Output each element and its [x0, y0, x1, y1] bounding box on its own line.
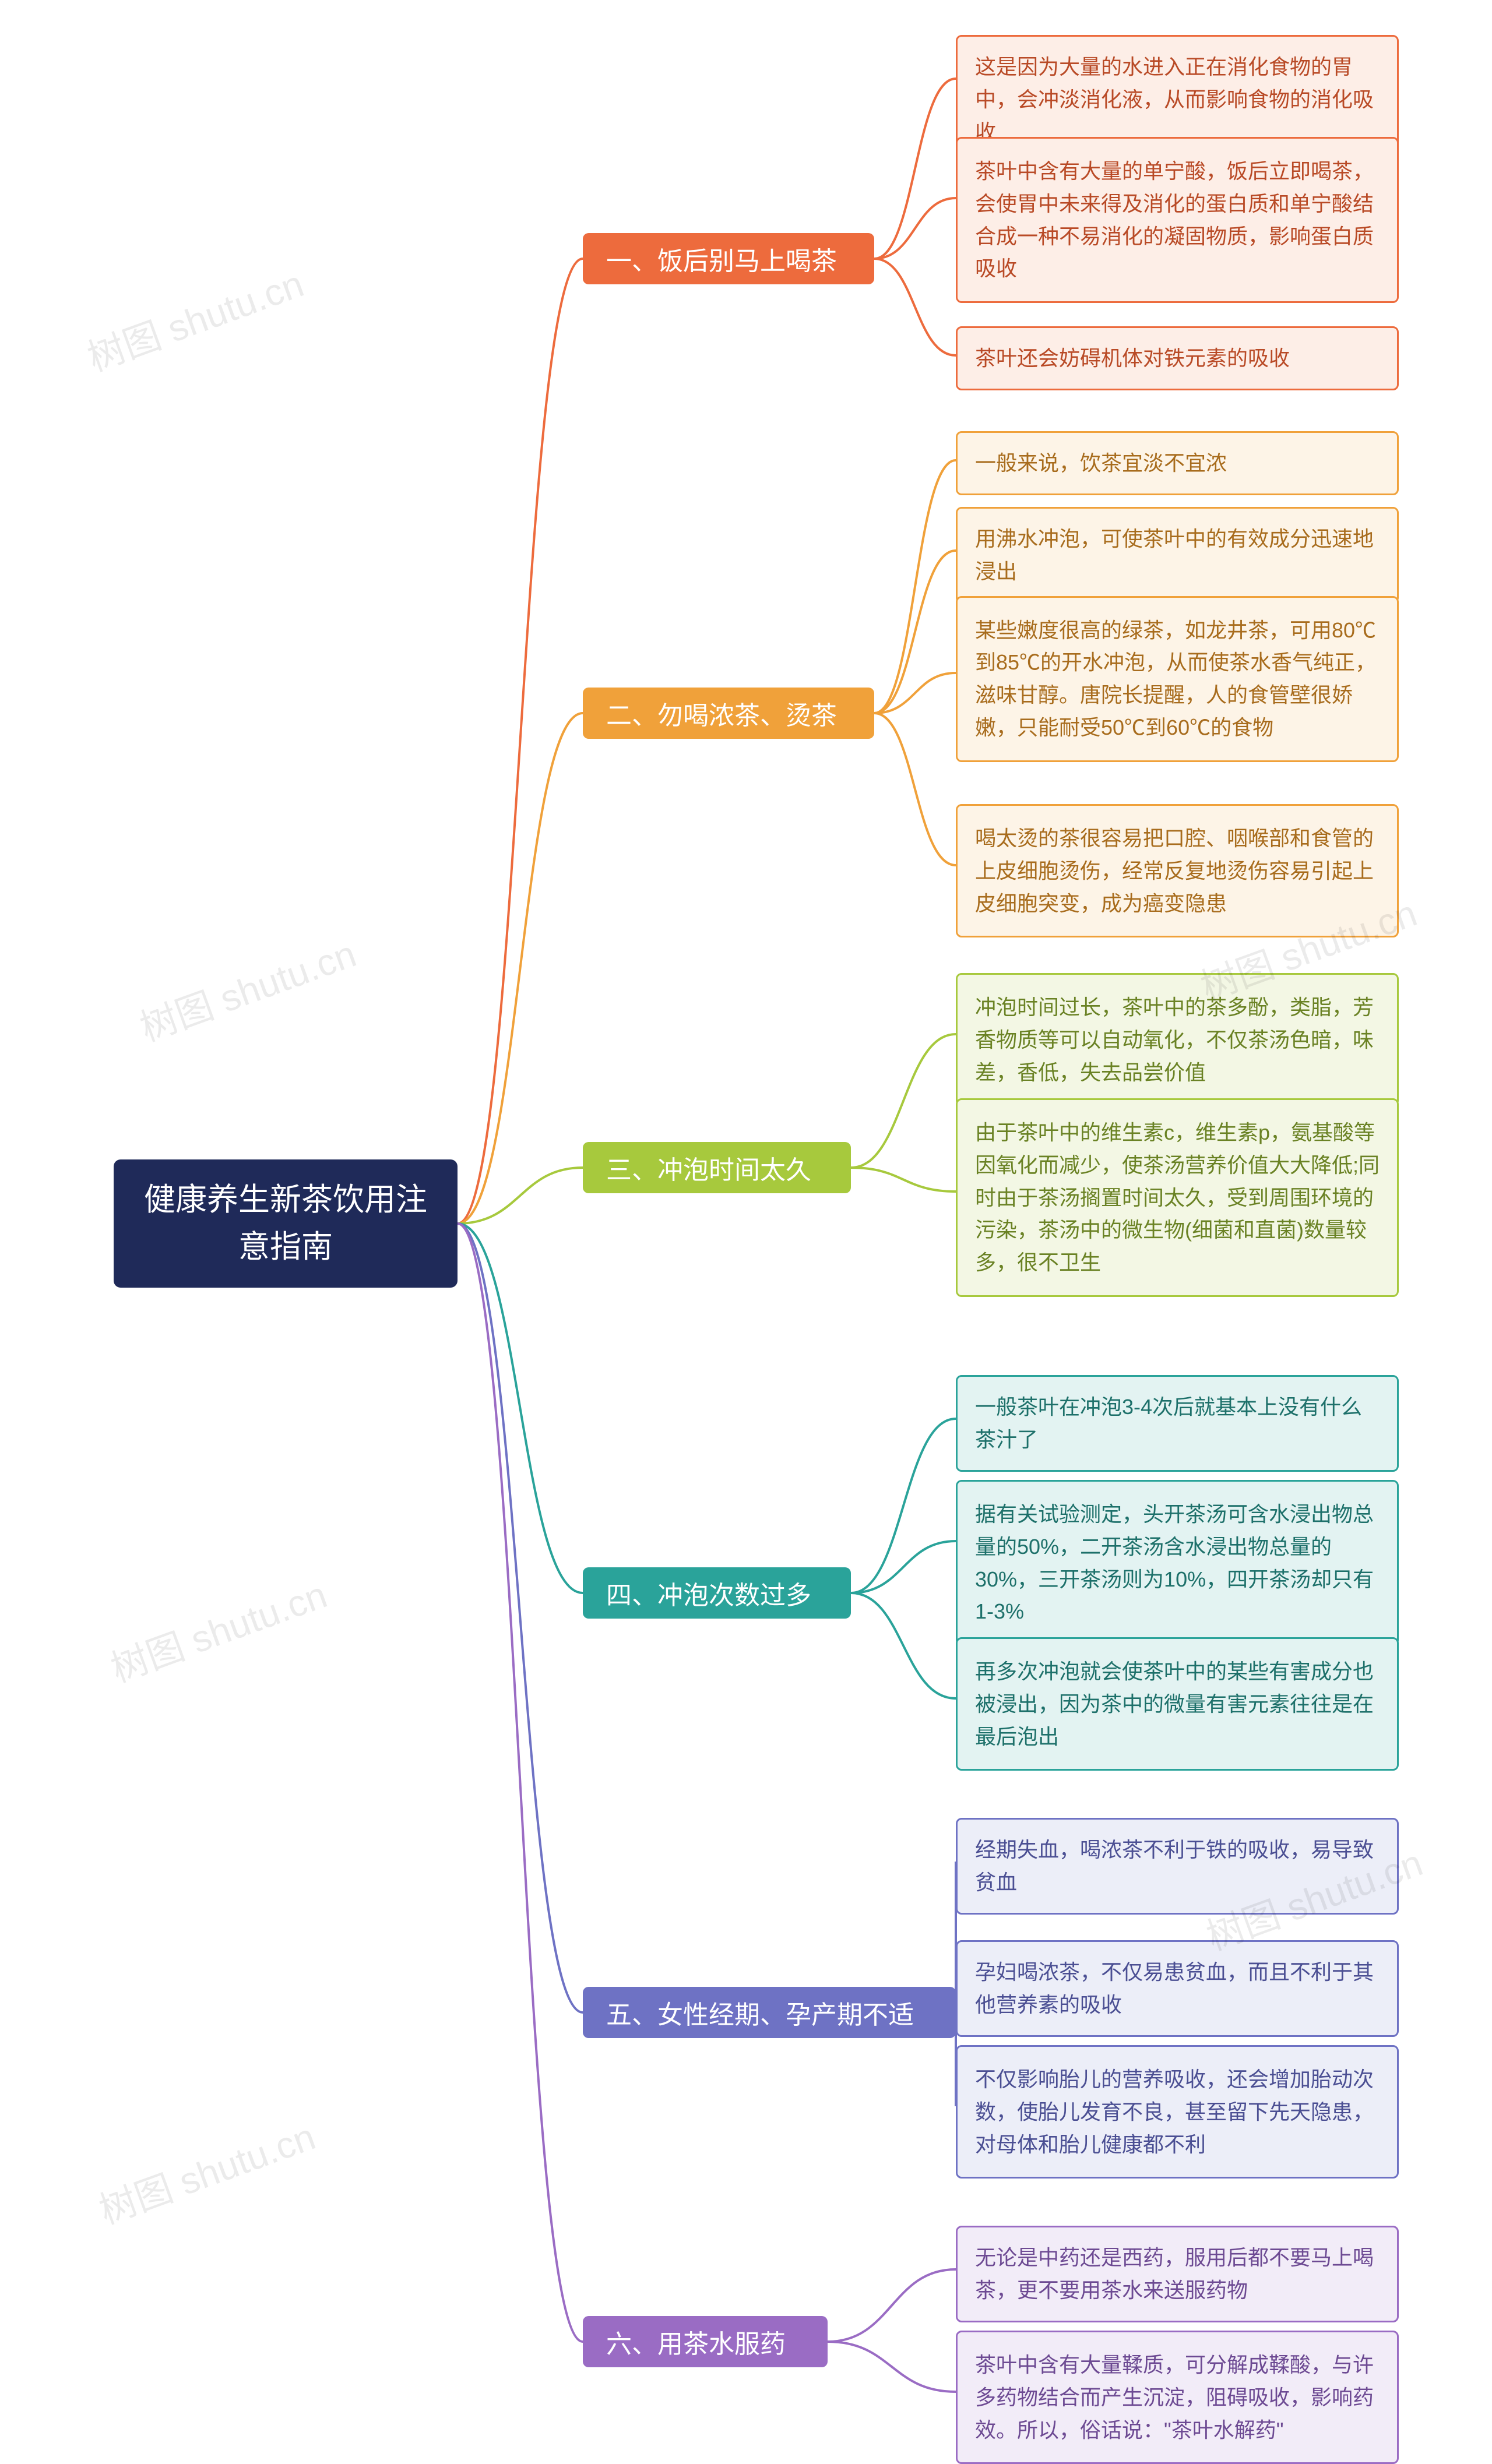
leaf-node: 用沸水冲泡，可使茶叶中的有效成分迅速地浸出 [956, 507, 1399, 604]
leaf-node: 茶叶中含有大量鞣质，可分解成鞣酸，与许多药物结合而产生沉淀，阻碍吸收，影响药效。… [956, 2331, 1399, 2464]
leaf-node: 一般来说，饮茶宜淡不宜浓 [956, 431, 1399, 495]
leaf-text: 据有关试验测定，头开茶汤可含水浸出物总量的50%，二开茶汤含水浸出物总量的30%… [975, 1502, 1374, 1623]
leaf-text: 一般茶叶在冲泡3-4次后就基本上没有什么茶汁了 [975, 1395, 1362, 1451]
branch-node-b1: 一、饭后别马上喝茶 [583, 233, 874, 284]
leaf-node: 不仅影响胎儿的营养吸收，还会增加胎动次数，使胎儿发育不良，甚至留下先天隐患，对母… [956, 2045, 1399, 2179]
leaf-node: 一般茶叶在冲泡3-4次后就基本上没有什么茶汁了 [956, 1375, 1399, 1472]
branch-label: 二、勿喝浓茶、烫茶 [606, 695, 837, 732]
watermark: 树图 shutu.cn [79, 254, 310, 382]
root-label: 健康养生新茶饮用注意指南 [137, 1176, 434, 1271]
leaf-text: 无论是中药还是西药，服用后都不要马上喝茶，更不要用茶水来送服药物 [975, 2246, 1374, 2302]
leaf-node: 孕妇喝浓茶，不仅易患贫血，而且不利于其他营养素的吸收 [956, 1940, 1399, 2037]
leaf-text: 不仅影响胎儿的营养吸收，还会增加胎动次数，使胎儿发育不良，甚至留下先天隐患，对母… [975, 2067, 1374, 2156]
leaf-node: 据有关试验测定，头开茶汤可含水浸出物总量的50%，二开茶汤含水浸出物总量的30%… [956, 1480, 1399, 1646]
leaf-node: 无论是中药还是西药，服用后都不要马上喝茶，更不要用茶水来送服药物 [956, 2226, 1399, 2322]
leaf-text: 孕妇喝浓茶，不仅易患贫血，而且不利于其他营养素的吸收 [975, 1960, 1374, 2017]
leaf-text: 再多次冲泡就会使茶叶中的某些有害成分也被浸出，因为茶中的微量有害元素往往是在最后… [975, 1659, 1374, 1749]
leaf-text: 茶叶中含有大量的单宁酸，饭后立即喝茶，会使胃中未来得及消化的蛋白质和单宁酸结合成… [975, 159, 1374, 280]
leaf-text: 由于茶叶中的维生素c，维生素p，氨基酸等因氧化而减少，使茶汤营养价值大大降低;同… [975, 1120, 1380, 1274]
leaf-text: 一般来说，饮茶宜淡不宜浓 [975, 451, 1227, 475]
mindmap-root: 健康养生新茶饮用注意指南 [114, 1159, 458, 1288]
leaf-text: 茶叶中含有大量鞣质，可分解成鞣酸，与许多药物结合而产生沉淀，阻碍吸收，影响药效。… [975, 2353, 1374, 2442]
branch-node-b5: 五、女性经期、孕产期不适 [583, 1987, 956, 2038]
leaf-node: 茶叶中含有大量的单宁酸，饭后立即喝茶，会使胃中未来得及消化的蛋白质和单宁酸结合成… [956, 137, 1399, 303]
leaf-text: 某些嫩度很高的绿茶，如龙井茶，可用80℃到85℃的开水冲泡，从而使茶水香气纯正，… [975, 618, 1376, 739]
leaf-text: 喝太烫的茶很容易把口腔、咽喉部和食管的上皮细胞烫伤，经常反复地烫伤容易引起上皮细… [975, 826, 1374, 915]
branch-label: 五、女性经期、孕产期不适 [606, 1994, 914, 2031]
branch-label: 六、用茶水服药 [606, 2323, 786, 2360]
branch-node-b3: 三、冲泡时间太久 [583, 1142, 851, 1193]
leaf-node: 经期失血，喝浓茶不利于铁的吸收，易导致贫血 [956, 1818, 1399, 1915]
leaf-node: 某些嫩度很高的绿茶，如龙井茶，可用80℃到85℃的开水冲泡，从而使茶水香气纯正，… [956, 596, 1399, 762]
leaf-node: 由于茶叶中的维生素c，维生素p，氨基酸等因氧化而减少，使茶汤营养价值大大降低;同… [956, 1098, 1399, 1297]
watermark: 树图 shutu.cn [91, 2107, 322, 2234]
branch-node-b4: 四、冲泡次数过多 [583, 1567, 851, 1619]
watermark: 树图 shutu.cn [103, 1565, 333, 1693]
branch-label: 一、饭后别马上喝茶 [606, 240, 837, 277]
leaf-text: 茶叶还会妨碍机体对铁元素的吸收 [975, 346, 1290, 370]
branch-label: 四、冲泡次数过多 [606, 1574, 811, 1612]
branch-node-b2: 二、勿喝浓茶、烫茶 [583, 688, 874, 739]
branch-label: 三、冲泡时间太久 [606, 1149, 811, 1186]
branch-node-b6: 六、用茶水服药 [583, 2316, 828, 2367]
leaf-node: 喝太烫的茶很容易把口腔、咽喉部和食管的上皮细胞烫伤，经常反复地烫伤容易引起上皮细… [956, 804, 1399, 937]
leaf-node: 茶叶还会妨碍机体对铁元素的吸收 [956, 326, 1399, 390]
watermark: 树图 shutu.cn [132, 924, 363, 1052]
leaf-text: 用沸水冲泡，可使茶叶中的有效成分迅速地浸出 [975, 527, 1374, 583]
leaf-text: 经期失血，喝浓茶不利于铁的吸收，易导致贫血 [975, 1838, 1374, 1894]
leaf-text: 冲泡时间过长，茶叶中的茶多酚，类脂，芳香物质等可以自动氧化，不仅茶汤色暗，味差，… [975, 995, 1374, 1084]
leaf-node: 冲泡时间过长，茶叶中的茶多酚，类脂，芳香物质等可以自动氧化，不仅茶汤色暗，味差，… [956, 973, 1399, 1106]
leaf-node: 再多次冲泡就会使茶叶中的某些有害成分也被浸出，因为茶中的微量有害元素往往是在最后… [956, 1637, 1399, 1771]
leaf-text: 这是因为大量的水进入正在消化食物的胃中，会冲淡消化液，从而影响食物的消化吸收 [975, 55, 1374, 144]
